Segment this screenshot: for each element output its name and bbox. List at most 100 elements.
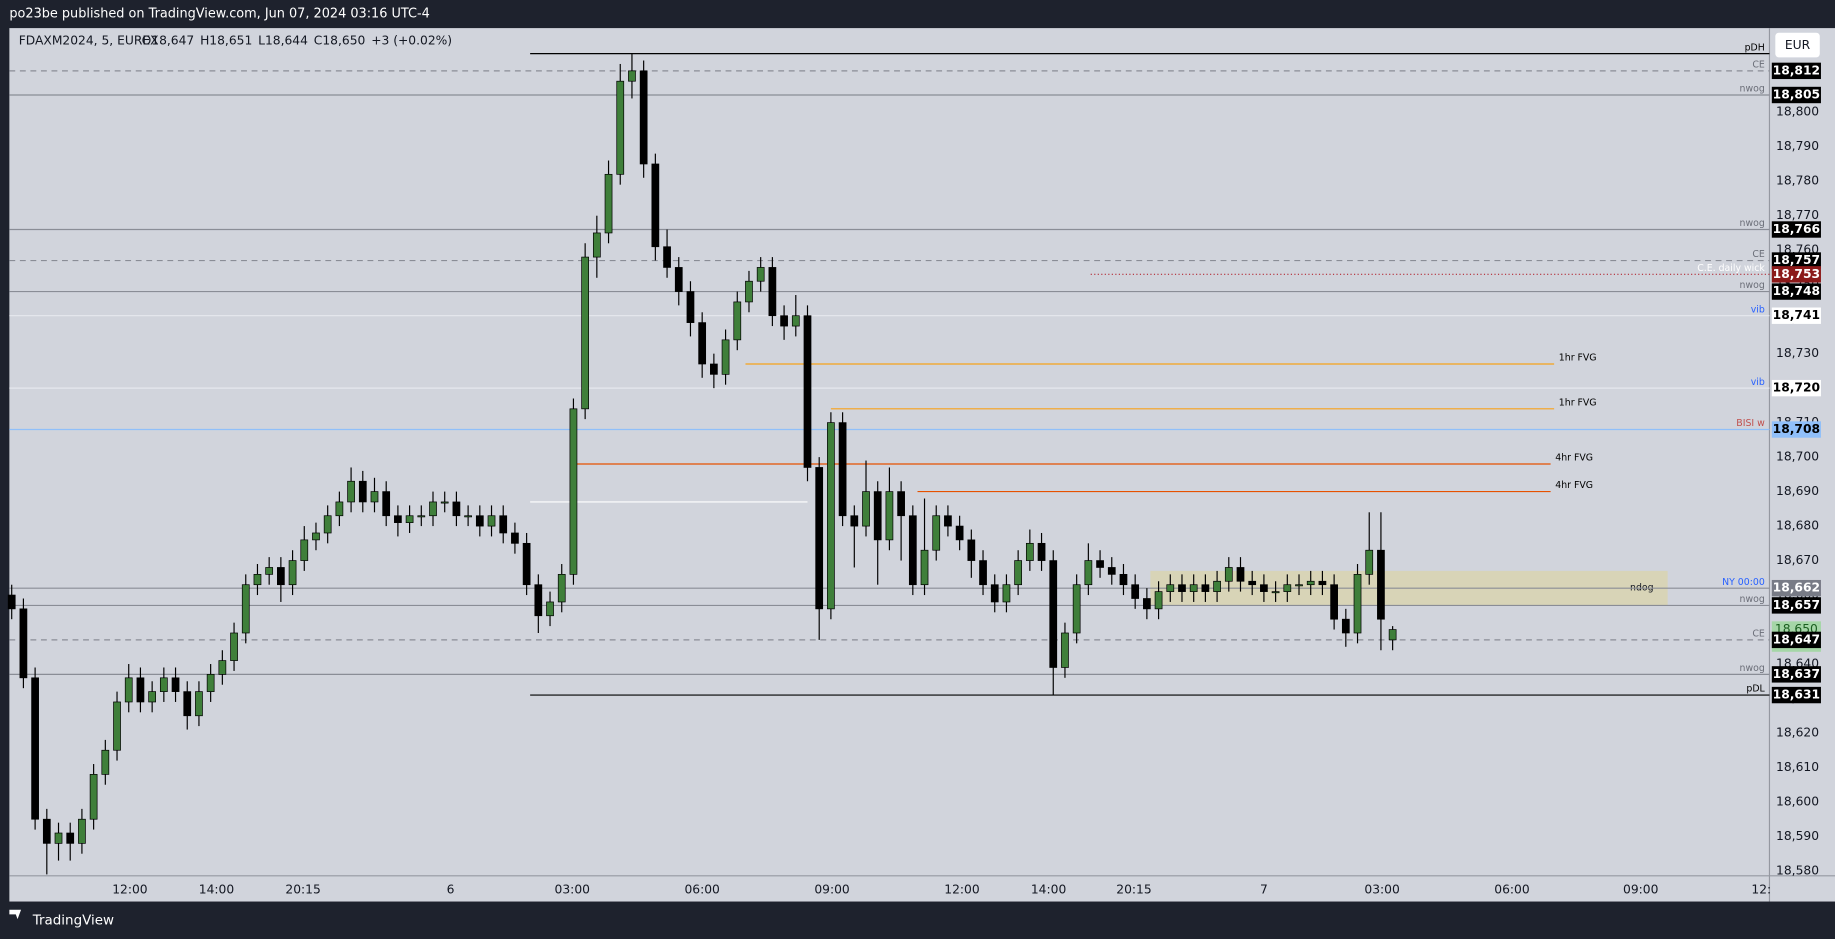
x-tick-label: 09:00 bbox=[1623, 882, 1658, 896]
price-box bbox=[1771, 666, 1821, 683]
candle-body bbox=[1236, 567, 1245, 582]
candle-body bbox=[780, 315, 788, 327]
candle-body bbox=[464, 515, 472, 518]
candle-body bbox=[955, 525, 964, 541]
candle-body bbox=[113, 701, 121, 751]
brand-logo bbox=[9, 909, 22, 920]
price-box-label: 18,720 bbox=[1773, 381, 1820, 395]
candle-body bbox=[487, 515, 496, 527]
candle-body bbox=[803, 315, 812, 468]
candle-body bbox=[288, 560, 297, 586]
candle-body bbox=[663, 246, 671, 268]
candle-body bbox=[452, 501, 461, 517]
candle-body bbox=[885, 491, 894, 541]
candle-body bbox=[908, 515, 917, 586]
candle-body bbox=[19, 608, 28, 679]
level-label: nwog bbox=[1740, 594, 1765, 605]
candle-body bbox=[54, 832, 63, 844]
candle-body bbox=[183, 691, 192, 717]
candle-body bbox=[862, 491, 870, 527]
candle-body bbox=[1178, 584, 1186, 592]
currency[interactable]: EUR bbox=[1785, 38, 1811, 52]
candle-body bbox=[1025, 542, 1034, 561]
candle-body bbox=[534, 584, 543, 617]
candle-body bbox=[990, 584, 999, 603]
candle-body bbox=[475, 515, 484, 527]
level-label: nwog bbox=[1740, 84, 1765, 95]
level-label: BISI w bbox=[1736, 418, 1765, 429]
y-tick-label: 18,610 bbox=[1776, 760, 1819, 774]
candle-body bbox=[1283, 584, 1292, 592]
candle-body bbox=[920, 549, 929, 586]
price-box bbox=[1771, 307, 1821, 324]
candle-body bbox=[1096, 560, 1104, 568]
y-tick-label: 18,800 bbox=[1776, 105, 1819, 119]
candle-body bbox=[569, 408, 578, 575]
price-box-label: 18,657 bbox=[1773, 598, 1820, 612]
price-box-label: 18,741 bbox=[1773, 308, 1820, 322]
candle-body bbox=[639, 70, 648, 165]
candle-body bbox=[347, 480, 355, 503]
candle-body bbox=[604, 173, 613, 234]
level-label: CE bbox=[1752, 249, 1765, 260]
x-tick-label: 12:00 bbox=[944, 882, 979, 896]
candle-body bbox=[1014, 560, 1023, 586]
candle-body bbox=[323, 515, 332, 534]
y-tick-label: 18,700 bbox=[1776, 450, 1819, 464]
candle-body bbox=[581, 256, 590, 410]
candle-body bbox=[312, 532, 320, 541]
price-box bbox=[1771, 283, 1821, 300]
candle-body bbox=[1377, 549, 1385, 620]
candle-body bbox=[253, 574, 262, 586]
candle-body bbox=[335, 501, 344, 517]
candle-body bbox=[1061, 632, 1069, 668]
candle-body bbox=[230, 632, 238, 661]
candle-body bbox=[979, 560, 987, 586]
x-tick-label: 09:00 bbox=[814, 882, 849, 896]
price-box bbox=[1771, 221, 1821, 238]
price-box bbox=[1771, 379, 1821, 397]
candle-body bbox=[522, 542, 531, 586]
candle-body bbox=[101, 749, 110, 775]
candle-body bbox=[1049, 560, 1058, 668]
candle-body bbox=[1271, 591, 1280, 594]
level-label: pDH bbox=[1745, 42, 1765, 53]
candle-body bbox=[382, 491, 391, 517]
level-label: CE bbox=[1752, 629, 1765, 640]
candle-body bbox=[370, 491, 379, 503]
candle-body bbox=[1154, 591, 1163, 610]
level-label: nwog bbox=[1740, 280, 1765, 291]
chart-area bbox=[9, 28, 1835, 902]
x-tick-label: 12:00 bbox=[112, 882, 147, 896]
legend-value: L18,644 bbox=[258, 33, 308, 47]
candle-body bbox=[546, 601, 554, 617]
candle-body bbox=[791, 315, 800, 327]
candle-body bbox=[733, 301, 742, 341]
level-label: NY 00:00 bbox=[1722, 577, 1765, 588]
candle-body bbox=[1260, 584, 1268, 592]
candle-body bbox=[136, 677, 145, 703]
price-box-label: 18,647 bbox=[1773, 632, 1820, 646]
y-tick-label: 18,620 bbox=[1776, 726, 1819, 740]
y-tick-label: 18,670 bbox=[1776, 553, 1819, 567]
price-box bbox=[1771, 252, 1821, 269]
candle-body bbox=[1388, 629, 1397, 641]
candle-body bbox=[768, 267, 777, 317]
candle-body bbox=[674, 267, 683, 292]
candle-body bbox=[873, 491, 882, 541]
symbol: FDAXM2024, 5, EUREX bbox=[19, 33, 159, 47]
x-tick-label: 03:00 bbox=[1364, 882, 1399, 896]
candle-body bbox=[1002, 584, 1011, 603]
price-box bbox=[1771, 579, 1821, 597]
candle-body bbox=[1166, 584, 1175, 592]
candle-body bbox=[628, 70, 636, 82]
candle-body bbox=[557, 574, 566, 603]
price-box-label: 18,753 bbox=[1773, 267, 1820, 281]
candle-body bbox=[358, 480, 367, 503]
candle-body bbox=[1107, 567, 1116, 575]
candle-body bbox=[124, 677, 133, 703]
candle-body bbox=[651, 163, 660, 248]
currency-button[interactable] bbox=[1775, 32, 1820, 58]
candle-body bbox=[897, 491, 905, 517]
